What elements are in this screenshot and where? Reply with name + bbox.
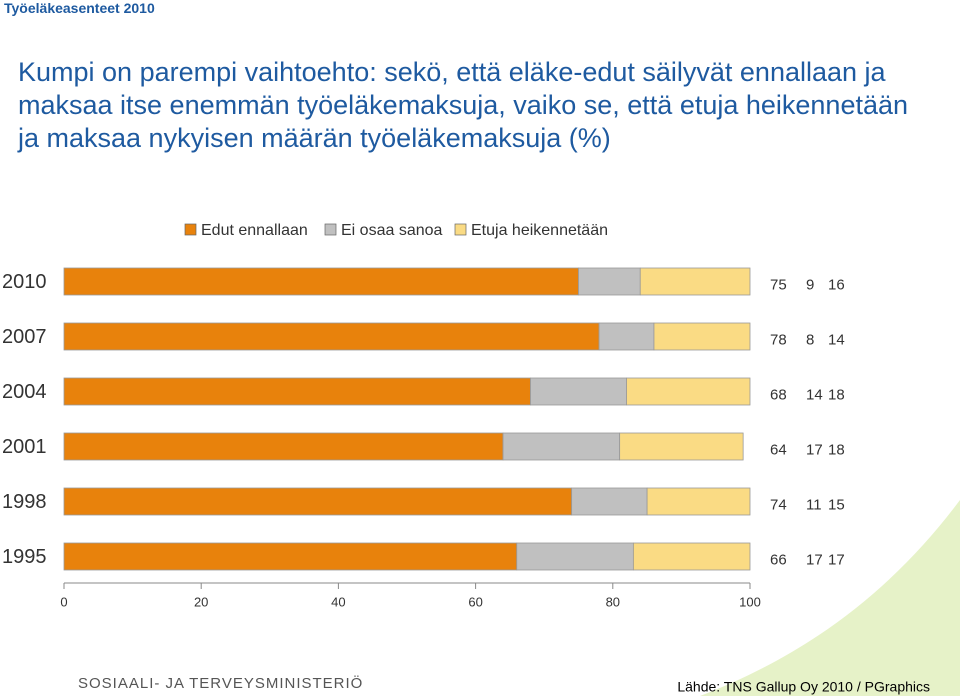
bar-segment xyxy=(578,267,641,296)
data-label: 14 xyxy=(828,331,845,348)
bar-segment xyxy=(63,432,504,461)
bar-segment xyxy=(632,542,751,571)
bar-segment xyxy=(63,487,573,516)
decoration xyxy=(700,500,960,696)
bar-segment xyxy=(63,542,518,571)
x-tick-label: 60 xyxy=(468,594,482,609)
bar-segment xyxy=(626,377,751,406)
data-label: 11 xyxy=(806,496,822,513)
header: Työeläkeasenteet 2010 xyxy=(4,0,155,16)
bar-segment xyxy=(619,432,744,461)
data-label: 75 xyxy=(770,276,787,293)
bar-segment xyxy=(63,267,579,296)
x-tick-label: 40 xyxy=(331,594,345,609)
bar-segment xyxy=(63,322,600,351)
logo: SOSIAALI- JA TERVEYSMINISTERIÖ xyxy=(78,674,363,692)
legend-label: Edut ennallaan xyxy=(201,222,308,239)
source: Lähde: TNS Gallup Oy 2010 / PGraphics xyxy=(677,679,930,695)
bar-segment xyxy=(598,322,655,351)
y-tick-label: 2001 xyxy=(2,436,47,458)
data-label: 16 xyxy=(828,276,845,293)
data-label: 14 xyxy=(806,386,823,403)
data-label: 18 xyxy=(828,441,845,458)
bar-segment xyxy=(502,432,621,461)
data-label: 74 xyxy=(770,496,787,513)
bar-segment xyxy=(530,377,627,406)
y-tick-label: 1995 xyxy=(2,546,47,568)
legend-label: Etuja heikennetään xyxy=(471,222,608,239)
data-label: 17 xyxy=(828,551,845,568)
y-tick-label: 2007 xyxy=(2,326,47,348)
bar-segment xyxy=(63,377,531,406)
y-tick-label: 2004 xyxy=(2,381,47,403)
bar-segment xyxy=(653,322,751,351)
data-label: 15 xyxy=(828,496,845,513)
x-tick-label: 20 xyxy=(194,594,208,609)
bar-segment xyxy=(571,487,648,516)
y-tick-label: 2010 xyxy=(2,271,47,293)
x-tick-label: 100 xyxy=(739,594,761,609)
legend-swatch xyxy=(184,223,197,236)
data-label: 9 xyxy=(806,276,814,293)
x-tick-label: 0 xyxy=(60,594,67,609)
legend-label: Ei osaa sanoa xyxy=(341,222,443,239)
x-tick-label: 80 xyxy=(606,594,620,609)
legend-swatch xyxy=(324,223,337,236)
data-label: 64 xyxy=(770,441,787,458)
data-label: 17 xyxy=(806,441,823,458)
bar-segment xyxy=(646,487,751,516)
bar-segment xyxy=(516,542,634,571)
data-label: 8 xyxy=(806,331,814,348)
data-label: 17 xyxy=(806,551,823,568)
data-label: 68 xyxy=(770,386,787,403)
legend-swatch xyxy=(454,223,467,236)
data-label: 18 xyxy=(828,386,845,403)
y-tick-label: 1998 xyxy=(2,491,47,513)
chart-title: Kumpi on parempi vaihtoehto: sekö, että … xyxy=(18,57,909,153)
bar-segment xyxy=(639,267,751,296)
data-label: 66 xyxy=(770,551,787,568)
data-label: 78 xyxy=(770,331,787,348)
